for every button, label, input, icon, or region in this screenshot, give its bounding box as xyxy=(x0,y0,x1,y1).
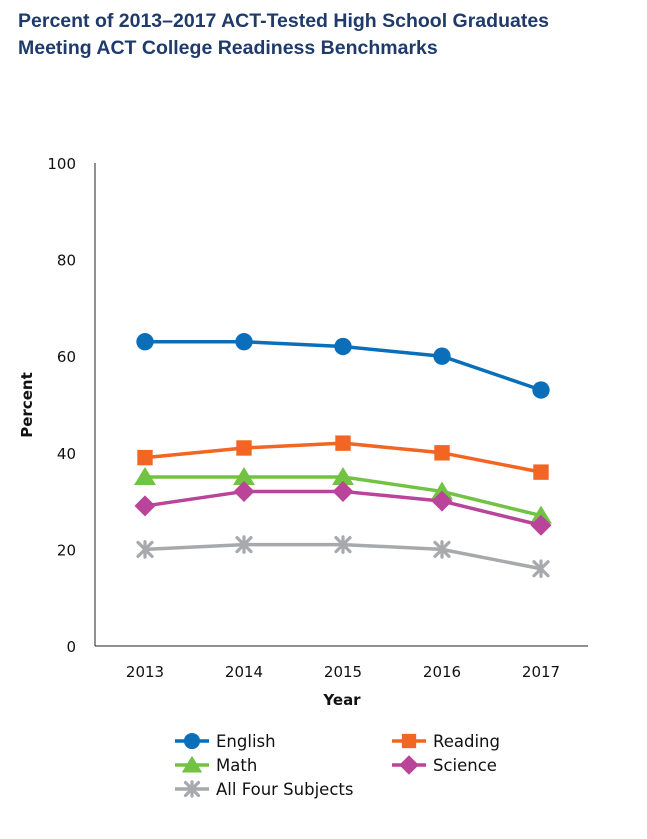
legend-label: Reading xyxy=(433,732,500,751)
series-layer xyxy=(134,333,552,579)
y-tick-label: 20 xyxy=(57,541,76,559)
chart-title: Percent of 2013–2017 ACT-Tested High Sch… xyxy=(18,8,638,62)
y-tick-label: 40 xyxy=(57,445,76,463)
series-english xyxy=(136,333,550,399)
x-tick-label: 2015 xyxy=(324,663,362,681)
y-tick-label: 60 xyxy=(57,348,76,366)
data-point xyxy=(433,540,451,559)
series-reading xyxy=(137,435,549,480)
series-all-four-subjects xyxy=(136,535,550,579)
data-point xyxy=(134,495,156,517)
legend-label: English xyxy=(216,732,276,751)
legend-item: All Four Subjects xyxy=(175,780,353,799)
data-point xyxy=(431,481,453,500)
axes: 0 20 40 60 80 100 2013 2014 2015 2016 2017 Year Perc… xyxy=(18,155,588,709)
legend-label: Math xyxy=(216,756,257,775)
data-point xyxy=(431,490,453,512)
data-point xyxy=(434,445,450,461)
chart-title-line-1: Percent of 2013–2017 ACT-Tested High Sch… xyxy=(18,10,550,32)
data-point xyxy=(134,466,156,485)
data-point xyxy=(334,535,352,554)
data-point xyxy=(332,466,354,485)
y-tick-label: 80 xyxy=(57,252,76,270)
y-tick-label: 0 xyxy=(66,638,76,656)
y-axis-label: Percent xyxy=(18,372,36,437)
data-point xyxy=(236,440,252,456)
legend-marker xyxy=(399,755,419,775)
data-point xyxy=(136,333,154,351)
x-tick-label: 2014 xyxy=(225,663,263,681)
data-point xyxy=(235,535,253,554)
x-tick-label: 2017 xyxy=(522,663,560,681)
legend-label: Science xyxy=(433,756,497,775)
data-point xyxy=(136,540,154,559)
legend: English Reading Math Science All Four Subjec… xyxy=(175,732,500,799)
data-point xyxy=(332,480,354,502)
data-point xyxy=(532,559,550,579)
legend-marker xyxy=(183,780,201,798)
legend-marker xyxy=(183,732,201,750)
data-point xyxy=(533,464,549,480)
y-tick-label: 100 xyxy=(47,155,76,173)
data-point xyxy=(532,381,550,399)
chart-title-line-2: Meeting ACT College Readiness Benchmarks xyxy=(18,37,438,59)
x-tick-label: 2016 xyxy=(423,663,461,681)
legend-marker xyxy=(181,755,203,773)
data-point xyxy=(433,347,451,365)
data-point xyxy=(233,466,255,485)
data-point xyxy=(530,505,552,524)
legend-item: Science xyxy=(392,755,497,775)
legend-item: Reading xyxy=(392,732,500,751)
data-point xyxy=(235,333,253,351)
legend-item: Math xyxy=(175,755,257,775)
x-tick-label: 2013 xyxy=(126,663,164,681)
x-axis-label: Year xyxy=(322,691,361,709)
data-point xyxy=(233,480,255,502)
data-point xyxy=(530,514,552,536)
data-point xyxy=(334,337,352,356)
series-science xyxy=(134,480,552,536)
series-math xyxy=(134,466,552,524)
legend-label: All Four Subjects xyxy=(216,780,353,799)
data-point xyxy=(335,435,351,451)
data-point xyxy=(137,449,153,466)
legend-item: English xyxy=(175,732,276,751)
legend-marker xyxy=(401,733,417,749)
